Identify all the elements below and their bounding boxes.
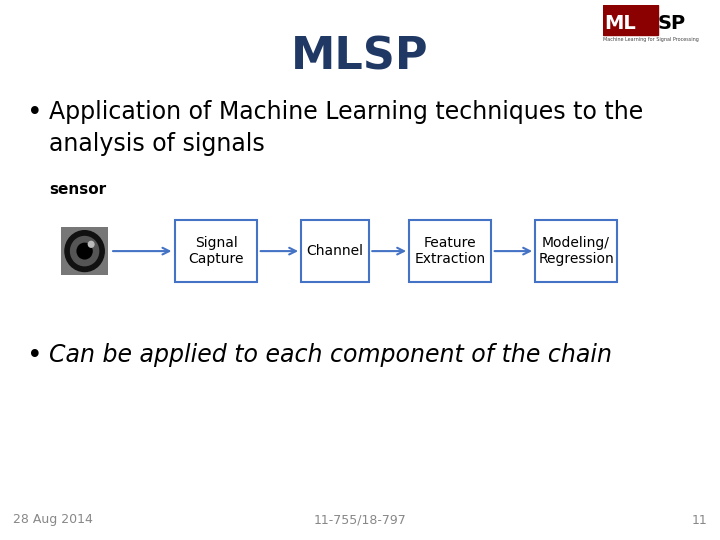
Text: Modeling/
Regression: Modeling/ Regression xyxy=(538,236,614,266)
Text: Machine Learning for Signal Processing: Machine Learning for Signal Processing xyxy=(603,37,699,42)
FancyBboxPatch shape xyxy=(534,220,618,282)
Text: •: • xyxy=(27,343,43,369)
Circle shape xyxy=(89,241,94,247)
Text: •: • xyxy=(27,100,43,126)
FancyBboxPatch shape xyxy=(409,220,491,282)
Text: Application of Machine Learning techniques to the: Application of Machine Learning techniqu… xyxy=(49,100,643,124)
Text: analysis of signals: analysis of signals xyxy=(49,132,265,156)
Bar xyxy=(603,5,657,35)
Circle shape xyxy=(71,237,99,266)
Text: Feature
Extraction: Feature Extraction xyxy=(415,236,485,266)
Circle shape xyxy=(77,244,92,259)
Text: Channel: Channel xyxy=(306,244,364,258)
Text: 11: 11 xyxy=(691,514,707,526)
Text: MLSP: MLSP xyxy=(291,35,429,78)
Text: 11-755/18-797: 11-755/18-797 xyxy=(314,514,406,526)
Text: Can be applied to each component of the chain: Can be applied to each component of the … xyxy=(49,343,612,367)
Text: SP: SP xyxy=(657,14,685,33)
Text: 28 Aug 2014: 28 Aug 2014 xyxy=(13,514,93,526)
Text: ML: ML xyxy=(604,14,636,33)
Circle shape xyxy=(65,231,104,272)
Text: sensor: sensor xyxy=(49,182,106,197)
FancyBboxPatch shape xyxy=(301,220,369,282)
FancyBboxPatch shape xyxy=(174,220,258,282)
Text: Signal
Capture: Signal Capture xyxy=(188,236,244,266)
